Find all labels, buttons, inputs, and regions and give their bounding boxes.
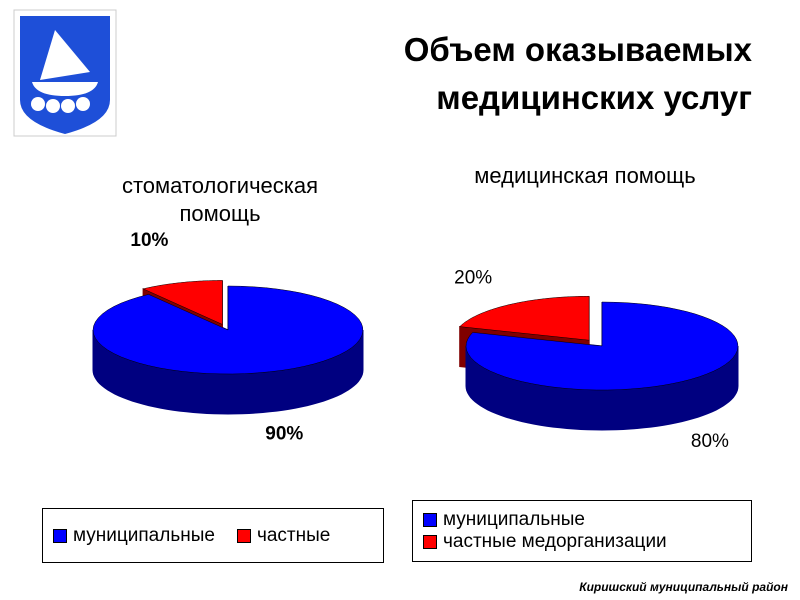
legend-label: муниципальные — [443, 509, 585, 530]
data-label: 10% — [130, 230, 168, 251]
legend-swatch — [423, 535, 437, 549]
slide-title: Объем оказываемых медицинских услуг — [403, 31, 752, 116]
slice — [459, 295, 590, 341]
pie-title: стоматологическая помощь — [121, 173, 319, 226]
legend-label: муниципальные — [73, 524, 215, 546]
slice — [142, 280, 223, 325]
legend-item: муниципальные — [423, 509, 585, 531]
legend-item: муниципальные — [53, 525, 215, 547]
legend-label: частные — [256, 524, 331, 546]
coat-of-arms — [13, 9, 117, 137]
legend-item: частные — [236, 524, 331, 547]
pie-title: медицинская помощь — [474, 163, 696, 188]
legend-label: частные медорганизации — [443, 531, 667, 552]
legend: муниципальные частные медорганизации — [412, 500, 752, 562]
slice — [92, 285, 364, 375]
legend-item: частные медорганизации — [423, 531, 667, 553]
data-label: 80% — [691, 431, 729, 452]
footer: Киришский муниципальный район — [579, 580, 788, 594]
legend-swatch — [423, 513, 437, 527]
legend: муниципальные частные — [42, 508, 384, 563]
slice — [465, 301, 739, 391]
data-label: 90% — [265, 424, 303, 445]
legend-swatch — [236, 528, 251, 543]
data-label: 20% — [454, 268, 492, 289]
legend-swatch — [53, 528, 67, 543]
